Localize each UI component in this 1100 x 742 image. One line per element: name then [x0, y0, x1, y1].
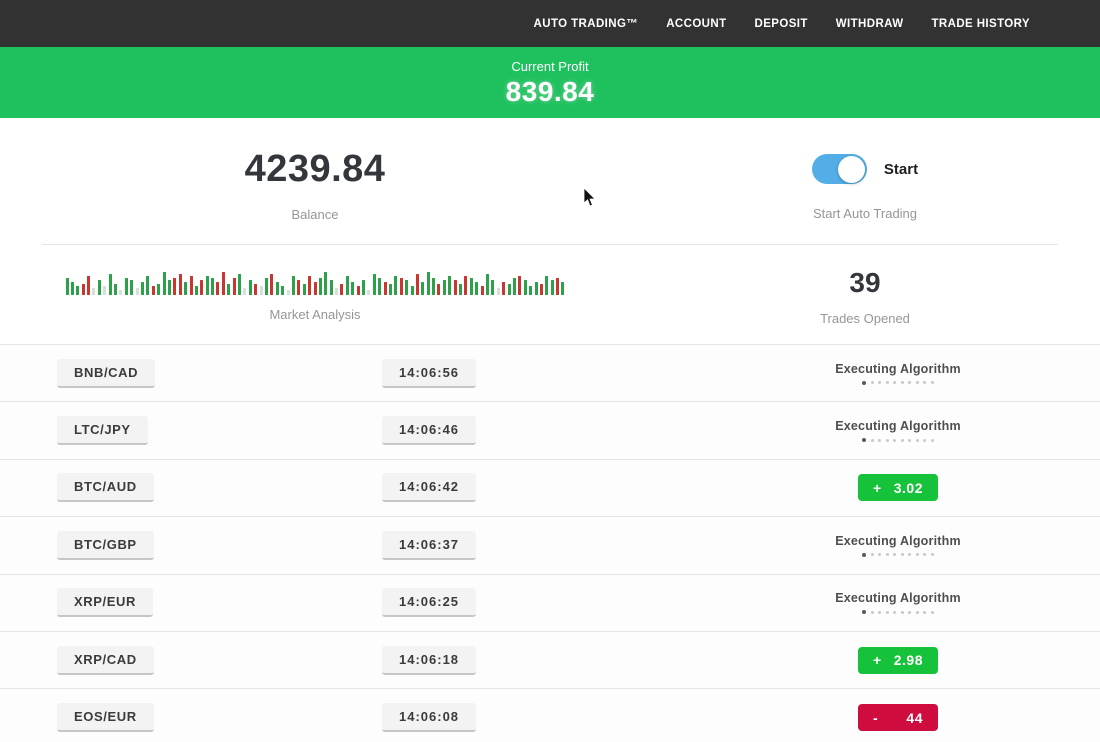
pair-chip: XRP/EUR: [57, 588, 153, 618]
balance-label: Balance: [291, 207, 339, 222]
result-badge: - 44: [858, 704, 938, 732]
progress-dots: [862, 610, 934, 615]
pair-chip: BNB/CAD: [57, 358, 156, 388]
time-chip: 14:06:18: [382, 645, 477, 675]
balance-section: 4239.84 Balance Start Start Auto Trading: [0, 118, 1100, 244]
status-cell: Executing Algorithm: [712, 591, 1100, 615]
auto-trading-toggle[interactable]: [811, 154, 867, 184]
result-sign: +: [873, 652, 882, 669]
pair-chip: LTC/JPY: [57, 416, 148, 446]
status-label: Executing Algorithm: [835, 419, 961, 434]
start-auto-trading-label: Start Auto Trading: [812, 206, 918, 221]
status-cell: Executing Algorithm: [712, 419, 1100, 443]
result-value: 44: [906, 709, 923, 726]
balance-value: 4239.84: [244, 148, 386, 190]
table-row: XRP/EUR 14:06:25 Executing Algorithm: [0, 574, 1100, 632]
time-chip: 14:06:42: [382, 473, 477, 503]
time-chip: 14:06:46: [382, 416, 477, 446]
table-row: BTC/GBP 14:06:37 Executing Algorithm: [0, 517, 1100, 575]
trades-opened-label: Trades Opened: [820, 311, 910, 326]
trades-opened-value: 39: [849, 267, 881, 298]
progress-dots: [862, 438, 934, 443]
nav-deposit[interactable]: DEPOSIT: [754, 17, 808, 30]
table-row: BTC/AUD 14:06:42 + 3.02: [0, 459, 1100, 518]
result-value: 3.02: [893, 479, 923, 496]
current-profit-label: Current Profit: [511, 59, 589, 74]
trades-opened-block: 39 Trades Opened: [630, 265, 1100, 326]
table-row: LTC/JPY 14:06:46 Executing Algorithm: [0, 402, 1100, 460]
status-label: Executing Algorithm: [835, 361, 961, 376]
trades-list: BNB/CAD 14:06:56 Executing Algorithm LTC…: [0, 344, 1100, 742]
auto-trading-block: Start Start Auto Trading: [630, 148, 1100, 222]
status-executing: Executing Algorithm: [835, 534, 961, 557]
result-badge: + 3.02: [858, 474, 938, 502]
result-badge: + 2.98: [858, 646, 938, 674]
status-executing: Executing Algorithm: [835, 362, 961, 385]
table-row: BNB/CAD 14:06:56 Executing Algorithm: [0, 345, 1100, 403]
status-cell: - 44: [712, 704, 1100, 732]
status-label: Executing Algorithm: [835, 533, 961, 548]
progress-dots: [862, 380, 934, 385]
result-sign: +: [873, 479, 882, 496]
market-analysis-block: Market Analysis: [0, 265, 630, 326]
nav-trade-history[interactable]: TRADE HISTORY: [931, 17, 1030, 30]
pair-chip: BTC/AUD: [57, 473, 154, 503]
status-executing: Executing Algorithm: [835, 419, 961, 443]
section-divider: [42, 244, 1058, 245]
table-row: EOS/EUR 14:06:08 - 44: [0, 689, 1100, 742]
table-row: XRP/CAD 14:06:18 + 2.98: [0, 631, 1100, 690]
time-chip: 14:06:08: [382, 703, 477, 733]
pair-chip: EOS/EUR: [57, 703, 154, 733]
balance-block: 4239.84 Balance: [0, 148, 630, 222]
nav-withdraw[interactable]: WITHDRAW: [835, 17, 904, 30]
market-section: Market Analysis 39 Trades Opened: [0, 245, 1100, 344]
status-cell: Executing Algorithm: [712, 362, 1100, 385]
time-chip: 14:06:56: [382, 358, 477, 388]
status-executing: Executing Algorithm: [835, 591, 961, 615]
status-label: Executing Algorithm: [835, 591, 961, 606]
current-profit-value: 839.84: [505, 76, 595, 107]
top-navbar: AUTO TRADING™ ACCOUNT DEPOSIT WITHDRAW T…: [0, 0, 1100, 47]
current-profit-banner: Current Profit 839.84: [0, 47, 1100, 118]
time-chip: 14:06:37: [382, 530, 477, 560]
result-sign: -: [873, 709, 879, 726]
toggle-start-label: Start: [883, 160, 919, 178]
pair-chip: BTC/GBP: [57, 530, 154, 560]
progress-dots: [862, 552, 934, 557]
status-cell: Executing Algorithm: [712, 534, 1100, 557]
nav-account[interactable]: ACCOUNT: [666, 17, 727, 30]
status-cell: + 3.02: [712, 474, 1100, 502]
result-value: 2.98: [893, 652, 923, 669]
status-cell: + 2.98: [712, 646, 1100, 674]
market-analysis-label: Market Analysis: [269, 307, 361, 322]
nav-auto-trading[interactable]: AUTO TRADING™: [533, 17, 639, 30]
pair-chip: XRP/CAD: [57, 645, 154, 675]
time-chip: 14:06:25: [382, 588, 477, 618]
market-analysis-bars: [65, 265, 565, 295]
toggle-knob: [837, 155, 865, 183]
